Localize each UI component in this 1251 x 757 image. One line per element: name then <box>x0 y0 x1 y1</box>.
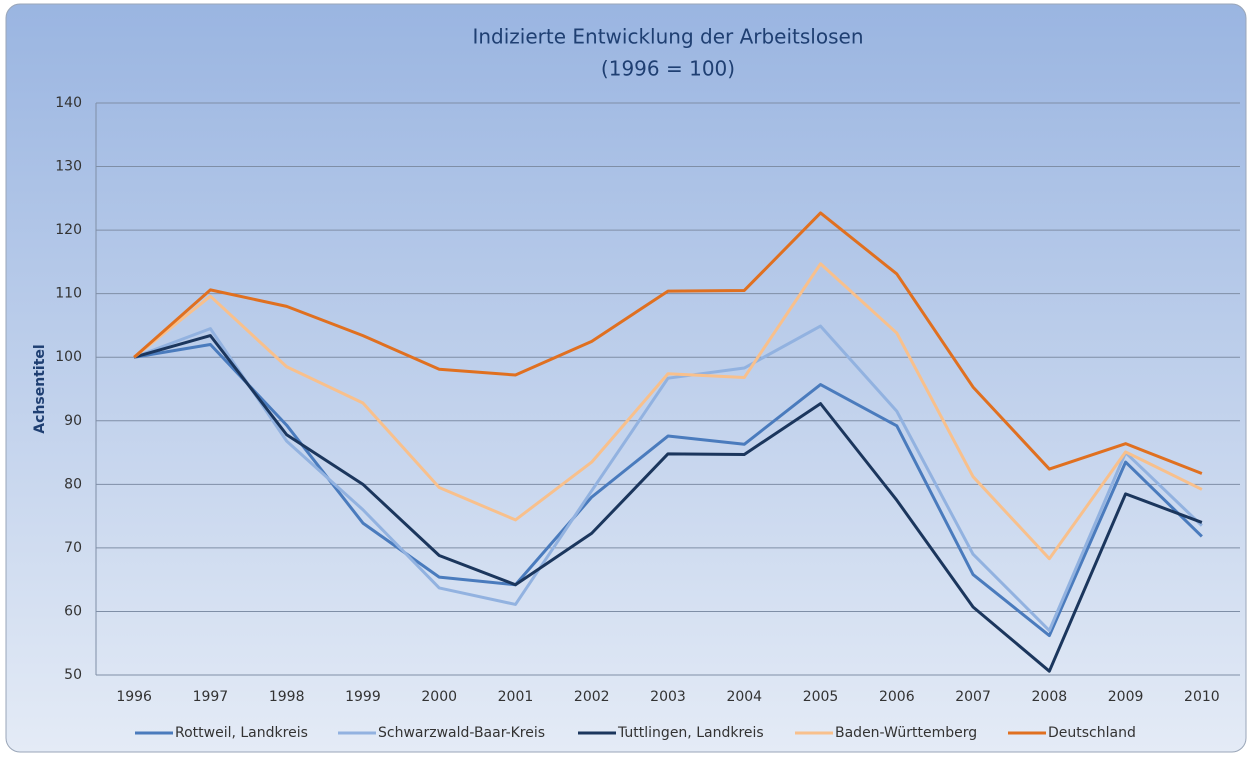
x-tick-label: 2001 <box>498 689 534 705</box>
y-tick-label: 100 <box>55 349 82 365</box>
line-series <box>133 211 1203 475</box>
x-tick-label: 2003 <box>650 689 686 705</box>
x-tick-label: 2002 <box>574 689 610 705</box>
x-tick-label: 2006 <box>879 689 915 705</box>
y-axis-label: Achsentitel <box>32 344 48 433</box>
line-series <box>133 343 1203 638</box>
y-tick-label: 130 <box>55 159 82 175</box>
x-tick-label: 2005 <box>803 689 839 705</box>
y-tick-label: 60 <box>64 603 82 619</box>
legend-label: Schwarzwald-Baar-Kreis <box>378 725 545 741</box>
x-tick-label: 2007 <box>955 689 991 705</box>
frame <box>5 3 1247 753</box>
x-tick-label: 1997 <box>193 689 229 705</box>
x-tick-label: 1998 <box>269 689 305 705</box>
x-tick-label: 1999 <box>345 689 381 705</box>
x-tick-label: 2000 <box>421 689 457 705</box>
x-tick-label: 2004 <box>726 689 762 705</box>
y-tick-label: 50 <box>64 667 82 683</box>
line-series <box>133 324 1203 633</box>
x-tick-label: 2010 <box>1184 689 1220 705</box>
y-tick-label: 90 <box>64 413 82 429</box>
line-series <box>133 334 1203 673</box>
x-tick-label: 2009 <box>1108 689 1144 705</box>
legend-label: Rottweil, Landkreis <box>175 725 308 741</box>
legend-label: Baden-Württemberg <box>835 725 977 741</box>
y-tick-label: 110 <box>55 286 82 302</box>
legend-label: Deutschland <box>1048 725 1136 741</box>
legend-label: Tuttlingen, Landkreis <box>617 725 764 741</box>
x-tick-label: 1996 <box>116 689 152 705</box>
line-series <box>133 262 1203 561</box>
chart-subtitle: (1996 = 100) <box>601 57 735 81</box>
x-tick-label: 2008 <box>1032 689 1068 705</box>
y-tick-label: 70 <box>64 540 82 556</box>
y-tick-label: 120 <box>55 222 82 238</box>
y-tick-label: 140 <box>55 95 82 111</box>
y-tick-label: 80 <box>64 476 82 492</box>
chart-title: Indizierte Entwicklung der Arbeitslosen <box>472 25 863 49</box>
